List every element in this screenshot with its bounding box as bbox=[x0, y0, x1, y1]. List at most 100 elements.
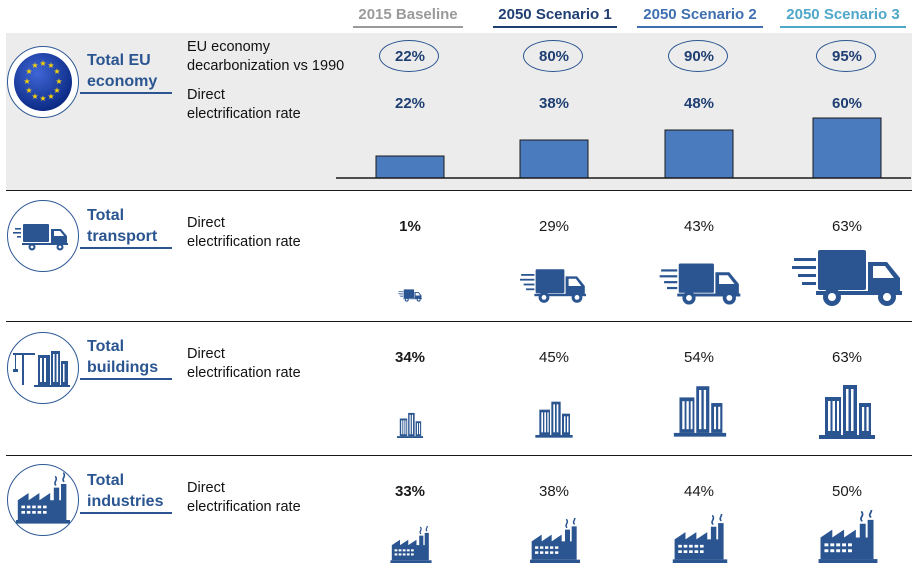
truck-icon bbox=[792, 250, 902, 306]
column-header-scenario-1: 2050 Scenario 1 bbox=[493, 6, 617, 28]
economy-decarb-label-line2: decarbonization vs 1990 bbox=[187, 58, 345, 74]
bar-2 bbox=[664, 129, 734, 179]
svg-text:★: ★ bbox=[53, 86, 60, 95]
svg-text:★: ★ bbox=[47, 61, 54, 70]
industries-icon-circle bbox=[7, 464, 79, 536]
bar-1 bbox=[519, 139, 589, 179]
column-header-underline bbox=[493, 26, 617, 28]
electrification-bar-chart bbox=[336, 117, 911, 179]
buildings-metric-label-line1: Direct bbox=[187, 346, 225, 362]
industries-metric-label-line2: electrification rate bbox=[187, 499, 301, 515]
transport-value-scenario-1: 29% bbox=[538, 218, 570, 235]
column-header-baseline: 2015 Baseline bbox=[353, 6, 463, 28]
column-header-label: 2050 Scenario 1 bbox=[498, 6, 612, 23]
buildings-title-line2: buildings bbox=[87, 359, 159, 376]
transport-metric-label-line1: Direct bbox=[187, 215, 225, 231]
svg-text:★: ★ bbox=[31, 92, 38, 101]
bar-3 bbox=[812, 117, 882, 179]
bar-label-scenario-2: 48% bbox=[683, 95, 715, 112]
buildings-icon bbox=[819, 385, 875, 439]
industries-title-underline bbox=[80, 512, 172, 514]
decarb-oval-scenario-3 bbox=[816, 40, 876, 72]
economy-icon-circle: ★ ★ ★ ★ ★ ★ ★ ★ ★ ★ ★ ★ bbox=[7, 46, 79, 118]
economy-elec-label-line2: electrification rate bbox=[187, 106, 301, 122]
buildings-metric-label: Direct electrification rate bbox=[187, 345, 301, 383]
column-header-scenario-3: 2050 Scenario 3 bbox=[780, 6, 906, 28]
buildings-section-divider bbox=[6, 455, 912, 456]
buildings-metric-label-line2: electrification rate bbox=[187, 365, 301, 381]
factory-icon bbox=[818, 510, 878, 563]
column-header-scenario-2: 2050 Scenario 2 bbox=[637, 6, 763, 28]
column-header-underline bbox=[353, 26, 463, 28]
svg-text:★: ★ bbox=[39, 94, 46, 103]
buildings-value-scenario-2: 54% bbox=[683, 349, 715, 366]
industries-value-scenario-3: 50% bbox=[831, 483, 863, 500]
buildings-title: Total buildings bbox=[87, 336, 158, 378]
buildings-icon bbox=[673, 386, 727, 437]
factory-icon bbox=[390, 526, 432, 563]
buildings-value-baseline: 34% bbox=[394, 349, 426, 366]
bar-0 bbox=[375, 155, 445, 179]
transport-section-divider bbox=[6, 321, 912, 322]
buildings-value-scenario-1: 45% bbox=[538, 349, 570, 366]
svg-text:★: ★ bbox=[47, 92, 54, 101]
economy-elec-label-line1: Direct bbox=[187, 87, 225, 103]
transport-metric-label: Direct electrification rate bbox=[187, 214, 301, 252]
decarb-oval-baseline bbox=[379, 40, 439, 72]
economy-decarb-label: EU economy decarbonization vs 1990 bbox=[187, 38, 344, 76]
economy-decarb-label-line1: EU economy bbox=[187, 39, 271, 55]
truck-icon bbox=[659, 263, 741, 305]
decarb-oval-scenario-2 bbox=[668, 40, 728, 72]
decarb-value-scenario-3: 95% bbox=[831, 48, 863, 65]
buildings-value-scenario-3: 63% bbox=[831, 349, 863, 366]
decarb-oval-scenario-1 bbox=[523, 40, 583, 72]
buildings-title-line1: Total bbox=[87, 338, 125, 355]
transport-value-scenario-2: 43% bbox=[683, 218, 715, 235]
buildings-icon bbox=[397, 412, 423, 438]
transport-title-underline bbox=[80, 247, 172, 249]
industries-metric-label: Direct electrification rate bbox=[187, 479, 301, 517]
decarb-value-scenario-2: 90% bbox=[683, 48, 715, 65]
industries-value-scenario-2: 44% bbox=[683, 483, 715, 500]
svg-text:★: ★ bbox=[23, 77, 30, 86]
industries-value-baseline: 33% bbox=[394, 483, 426, 500]
column-header-label: 2050 Scenario 3 bbox=[786, 6, 900, 23]
column-header-underline bbox=[637, 26, 763, 28]
transport-value-scenario-3: 63% bbox=[831, 218, 863, 235]
bar-label-scenario-1: 38% bbox=[538, 95, 570, 112]
transport-icon-circle bbox=[7, 200, 79, 272]
factory-icon bbox=[15, 472, 71, 525]
factory-icon bbox=[672, 514, 728, 563]
bar-label-scenario-3: 60% bbox=[831, 95, 863, 112]
truck-icon bbox=[520, 269, 586, 303]
svg-text:★: ★ bbox=[55, 77, 62, 86]
buildings-icon-circle bbox=[7, 332, 79, 404]
economy-title-underline bbox=[80, 92, 172, 94]
transport-title: Total transport bbox=[87, 205, 157, 247]
transport-value-baseline: 1% bbox=[399, 218, 421, 235]
industries-metric-label-line1: Direct bbox=[187, 480, 225, 496]
buildings-icon bbox=[13, 351, 70, 387]
svg-text:★: ★ bbox=[53, 67, 60, 76]
buildings-title-underline bbox=[80, 378, 172, 380]
decarb-value-scenario-1: 80% bbox=[538, 48, 570, 65]
column-header-underline bbox=[780, 26, 906, 28]
industries-value-scenario-1: 38% bbox=[538, 483, 570, 500]
factory-icon bbox=[529, 518, 581, 563]
economy-section-background bbox=[6, 33, 912, 190]
economy-title-line2: economy bbox=[87, 73, 158, 90]
svg-text:★: ★ bbox=[39, 59, 46, 68]
svg-text:★: ★ bbox=[25, 86, 32, 95]
eu-flag-icon: ★ ★★ ★★★ ★★★ ★★★ bbox=[14, 53, 72, 111]
svg-text:★: ★ bbox=[25, 67, 32, 76]
truck-icon bbox=[13, 224, 68, 251]
economy-elec-label: Direct electrification rate bbox=[187, 86, 301, 124]
transport-title-line2: transport bbox=[87, 228, 158, 245]
economy-section-divider bbox=[6, 190, 912, 191]
decarb-value-baseline: 22% bbox=[394, 48, 426, 65]
industries-title-line1: Total bbox=[87, 472, 125, 489]
economy-title-line1: Total EU bbox=[87, 52, 151, 69]
column-header-label: 2015 Baseline bbox=[358, 6, 458, 23]
industries-title-line2: industries bbox=[87, 493, 164, 510]
buildings-icon bbox=[535, 401, 573, 438]
